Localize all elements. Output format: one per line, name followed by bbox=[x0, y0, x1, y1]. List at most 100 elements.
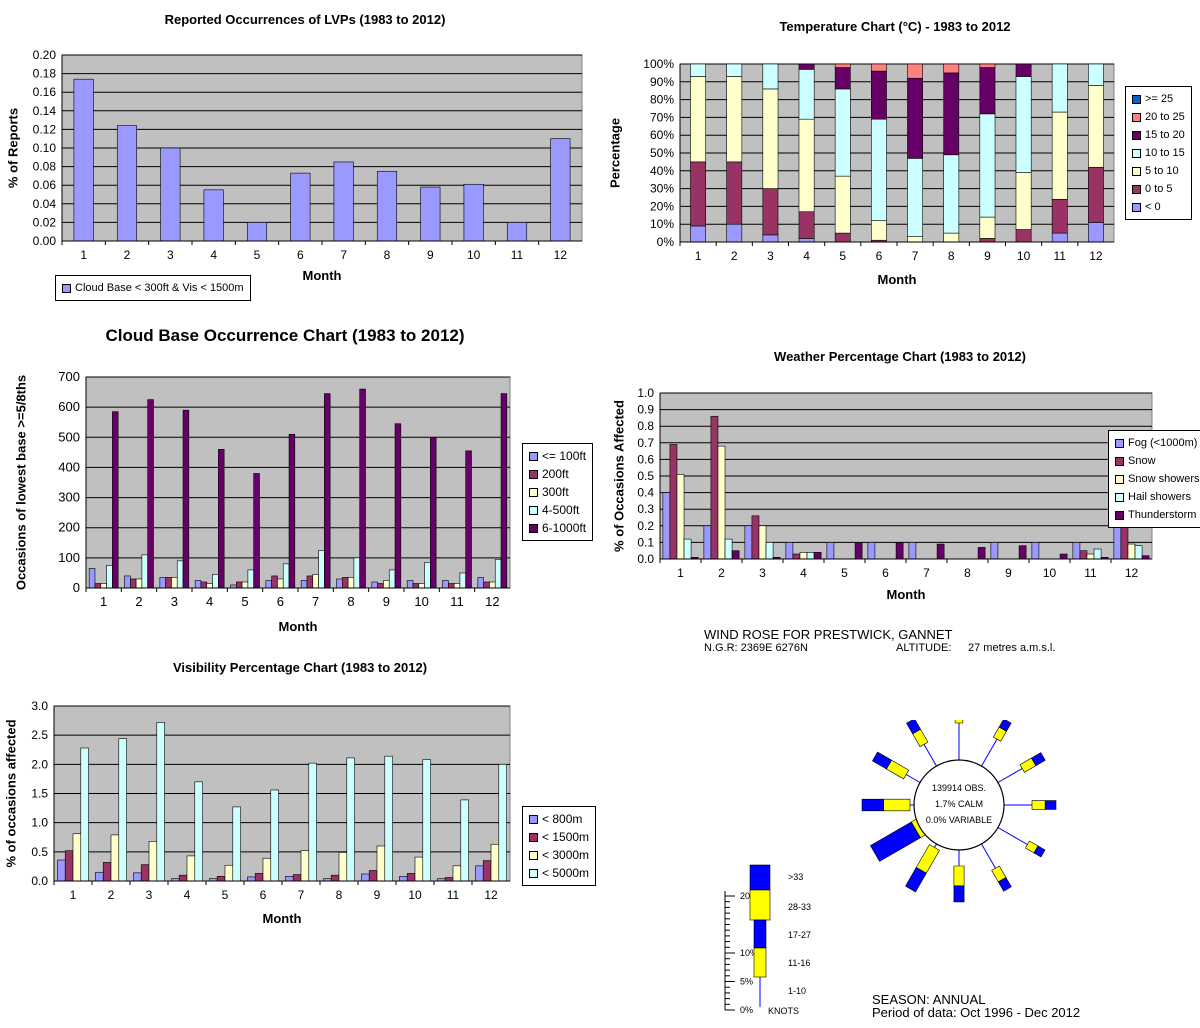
bar bbox=[453, 583, 461, 589]
x-tick-label: 12 bbox=[1125, 566, 1139, 580]
y-tick-label: 0.4 bbox=[637, 486, 654, 500]
x-tick-label: 3 bbox=[767, 249, 774, 263]
bar bbox=[124, 575, 131, 589]
y-tick-label: 0.1 bbox=[637, 535, 654, 549]
bar bbox=[254, 873, 264, 882]
windrose-petal bbox=[872, 751, 892, 770]
x-tick-label: 8 bbox=[948, 249, 955, 263]
bar bbox=[798, 211, 815, 239]
bar bbox=[203, 189, 224, 242]
bar bbox=[194, 580, 202, 589]
x-tick-label: 9 bbox=[1005, 566, 1012, 580]
legend-item: 5 to 10 bbox=[1132, 162, 1185, 180]
legend-item: 200ft bbox=[529, 465, 586, 483]
bar bbox=[282, 563, 290, 589]
bar bbox=[806, 552, 815, 560]
x-tick-label: 4 bbox=[803, 249, 810, 263]
y-tick-label: 0.12 bbox=[33, 122, 57, 136]
x-tick-label: 2 bbox=[135, 594, 142, 609]
bar bbox=[57, 859, 66, 882]
bar bbox=[907, 77, 923, 159]
bar bbox=[300, 850, 310, 882]
bar bbox=[895, 542, 904, 560]
bar bbox=[1051, 232, 1068, 243]
bar bbox=[308, 762, 317, 882]
y-tick-label: 10% bbox=[650, 217, 674, 231]
bar bbox=[206, 583, 213, 589]
x-tick-label: 9 bbox=[984, 249, 991, 263]
windrose-period: Period of data: Oct 1996 - Dec 2012 bbox=[872, 1005, 1081, 1020]
bar bbox=[1088, 85, 1104, 168]
legend-item: Snow showers bbox=[1115, 470, 1200, 488]
y-tick-label: 1.0 bbox=[31, 816, 48, 830]
x-tick-label: 1 bbox=[695, 249, 702, 263]
bar bbox=[871, 118, 887, 221]
x-tick-label: 4 bbox=[184, 888, 191, 902]
y-tick-label: 60% bbox=[650, 128, 674, 142]
bar bbox=[690, 76, 706, 163]
bar bbox=[285, 876, 294, 882]
bar bbox=[64, 850, 74, 882]
bar bbox=[318, 550, 325, 589]
bar bbox=[683, 538, 692, 560]
legend-swatch bbox=[1115, 474, 1124, 484]
bar bbox=[147, 399, 154, 589]
legend-label: < 5000m bbox=[542, 866, 590, 880]
legend-swatch bbox=[1132, 112, 1141, 122]
y-axis-label: Occasions of lowest base >=5/8ths bbox=[13, 375, 28, 590]
windrose-calm-circle bbox=[913, 759, 1005, 851]
bar bbox=[236, 581, 243, 589]
bar bbox=[834, 88, 851, 177]
windrose-center-text: 0.0% VARIABLE bbox=[926, 815, 992, 825]
bar bbox=[361, 873, 370, 882]
bar bbox=[460, 799, 469, 882]
legend-swatch bbox=[1115, 456, 1124, 466]
y-tick-label: 3.0 bbox=[31, 699, 48, 713]
x-tick-label: 2 bbox=[731, 249, 738, 263]
bar bbox=[482, 860, 492, 882]
y-tick-label: 0.8 bbox=[637, 419, 654, 433]
legend-label: < 0 bbox=[1145, 201, 1161, 213]
y-axis-label: % of Occasions Affected bbox=[611, 400, 626, 552]
bar bbox=[489, 581, 496, 589]
bar bbox=[726, 63, 743, 77]
bar bbox=[420, 186, 441, 242]
windrose-speed-label: 1-10 bbox=[788, 986, 806, 996]
windrose-petal bbox=[861, 798, 884, 812]
bar bbox=[907, 236, 923, 243]
legend-label: 6-1000ft bbox=[542, 521, 587, 535]
bar bbox=[1051, 198, 1068, 234]
bar bbox=[785, 542, 794, 560]
bar bbox=[867, 542, 876, 560]
y-tick-label: 400 bbox=[58, 459, 80, 474]
legend-item: < 800m bbox=[529, 810, 589, 828]
bar bbox=[376, 170, 398, 242]
bar bbox=[253, 473, 260, 589]
legend-swatch bbox=[1132, 184, 1141, 194]
bar bbox=[690, 161, 706, 227]
weather-chart: 0.0 0.1 0.2 0.3 0.4 0.5 0.6 0.7 0.8 0.9 1.0 1 2 3 4 5 6 7… bbox=[600, 300, 1200, 620]
legend-item: < 3000m bbox=[529, 846, 589, 864]
bar bbox=[1088, 166, 1104, 223]
bar bbox=[412, 583, 420, 589]
x-tick-label: 10 bbox=[1043, 566, 1057, 580]
legend-label: 4-500ft bbox=[542, 503, 580, 517]
windrose-petal bbox=[883, 798, 911, 812]
bar bbox=[477, 577, 484, 589]
bar bbox=[943, 232, 960, 243]
bar bbox=[116, 125, 138, 242]
x-tick-label: 2 bbox=[108, 888, 115, 902]
x-tick-label: 12 bbox=[485, 594, 499, 609]
bar bbox=[140, 864, 150, 882]
bar bbox=[1088, 63, 1104, 86]
bar bbox=[1031, 542, 1040, 560]
bar bbox=[494, 559, 502, 589]
x-tick-label: 7 bbox=[298, 888, 305, 902]
bar bbox=[216, 876, 226, 882]
x-tick-label: 1 bbox=[677, 566, 684, 580]
y-tick-label: 0.18 bbox=[33, 67, 57, 81]
bar bbox=[156, 722, 165, 882]
y-tick-label: 30% bbox=[650, 182, 674, 196]
windrose-speed-label: >33 bbox=[788, 872, 803, 882]
bar bbox=[388, 569, 396, 589]
